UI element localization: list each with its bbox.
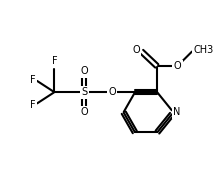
Text: O: O (132, 45, 140, 55)
Text: CH3: CH3 (194, 45, 214, 55)
Text: N: N (173, 107, 181, 117)
Text: S: S (81, 87, 87, 97)
Text: O: O (80, 107, 88, 117)
Text: O: O (80, 66, 88, 76)
Text: O: O (108, 87, 116, 97)
Text: O: O (173, 61, 181, 71)
Text: F: F (30, 100, 35, 110)
Text: F: F (30, 75, 35, 85)
Text: F: F (52, 56, 57, 66)
